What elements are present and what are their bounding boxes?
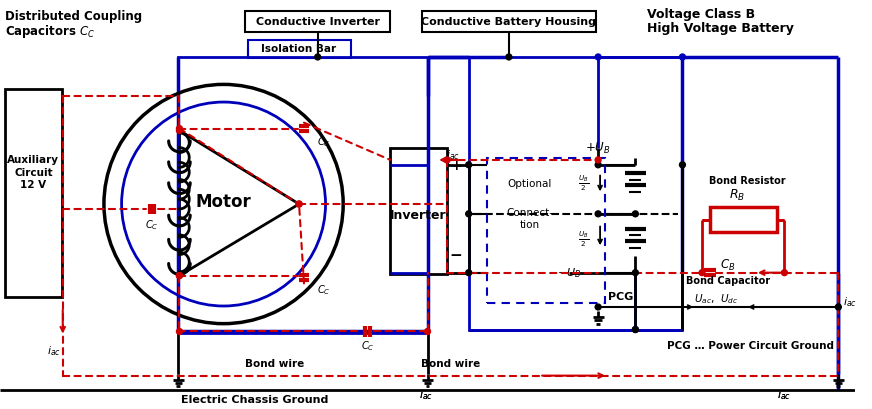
Text: $\frac{U_B}{2}$: $\frac{U_B}{2}$	[578, 173, 589, 193]
Text: $i_{ac}$: $i_{ac}$	[419, 388, 433, 402]
Circle shape	[632, 211, 638, 217]
Circle shape	[466, 162, 472, 168]
Circle shape	[781, 270, 787, 276]
Circle shape	[632, 327, 638, 333]
Bar	[391, 148, 447, 274]
Bar	[468, 57, 683, 330]
Circle shape	[296, 201, 302, 207]
Text: Isolation Bar: Isolation Bar	[262, 44, 337, 54]
Text: $-U_B$: $-U_B$	[556, 266, 581, 280]
Bar	[5, 89, 62, 297]
Text: PCG … Power Circuit Ground: PCG … Power Circuit Ground	[667, 341, 834, 351]
Text: High Voltage Battery: High Voltage Battery	[647, 22, 794, 35]
Text: $\frac{U_B}{2}$: $\frac{U_B}{2}$	[578, 229, 589, 249]
Text: Electric Chassis Ground: Electric Chassis Ground	[181, 395, 329, 405]
Circle shape	[466, 211, 472, 217]
Text: PCG: PCG	[608, 292, 633, 302]
Circle shape	[596, 157, 601, 163]
Text: Bond wire: Bond wire	[245, 359, 304, 369]
Circle shape	[296, 201, 302, 207]
Bar	[179, 57, 427, 333]
Text: Conductive Inverter: Conductive Inverter	[255, 17, 379, 27]
Text: Capacitors $\it{C}_C$: Capacitors $\it{C}_C$	[5, 23, 95, 40]
Circle shape	[425, 328, 431, 335]
Text: tion: tion	[520, 220, 540, 229]
Text: Circuit: Circuit	[14, 168, 52, 178]
Circle shape	[632, 270, 638, 276]
Text: Optional: Optional	[508, 180, 552, 189]
Circle shape	[176, 328, 182, 335]
Circle shape	[176, 128, 182, 133]
Text: 12 V: 12 V	[20, 180, 46, 191]
Circle shape	[699, 270, 705, 276]
Text: Inverter: Inverter	[391, 209, 447, 222]
Circle shape	[596, 304, 601, 310]
Circle shape	[176, 273, 182, 279]
Text: Connect-: Connect-	[506, 208, 553, 218]
Text: $i_{ac}$: $i_{ac}$	[778, 388, 792, 402]
Circle shape	[835, 304, 841, 310]
Text: $i_{ac}$: $i_{ac}$	[843, 295, 857, 309]
Circle shape	[632, 327, 638, 333]
Circle shape	[315, 54, 321, 60]
Circle shape	[679, 162, 685, 168]
Circle shape	[176, 273, 182, 279]
Bar	[248, 40, 351, 58]
Bar	[487, 158, 605, 303]
Text: $+U_B$: $+U_B$	[585, 141, 611, 156]
Text: $i_{ac}$: $i_{ac}$	[419, 388, 433, 402]
Circle shape	[596, 211, 601, 217]
Text: $C_C$: $C_C$	[317, 283, 330, 297]
Text: Bond Capacitor: Bond Capacitor	[686, 276, 771, 285]
Text: $C_C$: $C_C$	[317, 135, 330, 149]
Text: $C_C$: $C_C$	[361, 339, 374, 353]
Text: Auxiliary: Auxiliary	[7, 155, 59, 165]
Text: Distributed Coupling: Distributed Coupling	[5, 10, 142, 23]
Text: $i_{ac}$: $i_{ac}$	[778, 388, 792, 402]
Text: Bond wire: Bond wire	[421, 359, 480, 369]
Text: Bond Resistor: Bond Resistor	[709, 176, 786, 187]
Text: −: −	[450, 249, 462, 263]
Circle shape	[466, 270, 472, 276]
Text: Conductive Battery Housing: Conductive Battery Housing	[421, 17, 596, 27]
Circle shape	[176, 126, 182, 131]
Text: Voltage Class B: Voltage Class B	[647, 8, 755, 21]
Bar	[422, 11, 596, 32]
Circle shape	[506, 54, 512, 60]
Text: $R_B$: $R_B$	[729, 188, 746, 203]
Circle shape	[444, 157, 450, 163]
Bar	[245, 11, 391, 32]
Text: $C_C$: $C_C$	[146, 218, 159, 231]
Text: +: +	[450, 159, 462, 173]
Circle shape	[596, 162, 601, 168]
Text: $i_{ac}$: $i_{ac}$	[446, 148, 460, 162]
Text: Motor: Motor	[195, 193, 251, 211]
Text: $i_{ac}$: $i_{ac}$	[47, 344, 61, 358]
Text: $C_B$: $C_B$	[719, 258, 735, 273]
Text: $U_{ac}$,  $U_{dc}$: $U_{ac}$, $U_{dc}$	[693, 292, 738, 306]
Circle shape	[596, 54, 601, 60]
Circle shape	[679, 54, 685, 60]
Bar	[710, 207, 777, 232]
